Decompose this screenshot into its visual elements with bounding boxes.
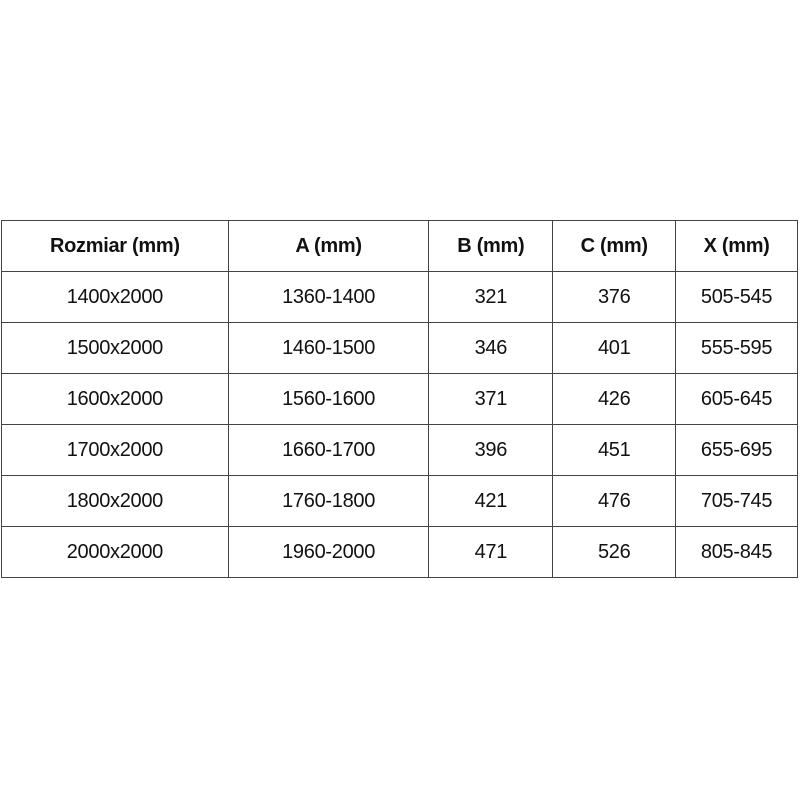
- cell-x: 555-595: [675, 322, 798, 374]
- cell-b: 421: [428, 475, 554, 527]
- cell-c: 376: [552, 271, 677, 323]
- table-row: 2000x2000 1960-2000 471 526 805-845: [1, 526, 798, 578]
- cell-a: 1960-2000: [227, 526, 430, 578]
- cell-c: 476: [552, 475, 677, 527]
- table-row: 1600x2000 1560-1600 371 426 605-645: [1, 373, 798, 425]
- cell-a: 1660-1700: [227, 424, 430, 476]
- cell-a: 1560-1600: [227, 373, 430, 425]
- cell-b: 321: [428, 271, 554, 323]
- cell-c: 526: [552, 526, 677, 578]
- cell-x: 705-745: [675, 475, 798, 527]
- cell-a: 1460-1500: [227, 322, 430, 374]
- table-row: 1700x2000 1660-1700 396 451 655-695: [1, 424, 798, 476]
- cell-b: 396: [428, 424, 554, 476]
- cell-size: 1600x2000: [1, 373, 229, 425]
- cell-x: 655-695: [675, 424, 798, 476]
- cell-a: 1760-1800: [227, 475, 430, 527]
- cell-x: 805-845: [675, 526, 798, 578]
- header-c: C (mm): [552, 220, 677, 272]
- cell-b: 371: [428, 373, 554, 425]
- cell-x: 505-545: [675, 271, 798, 323]
- cell-c: 426: [552, 373, 677, 425]
- dimensions-table: Rozmiar (mm) A (mm) B (mm) C (mm) X (mm)…: [1, 220, 798, 578]
- cell-b: 346: [428, 322, 554, 374]
- cell-a: 1360-1400: [227, 271, 430, 323]
- table-row: 1500x2000 1460-1500 346 401 555-595: [1, 322, 798, 374]
- cell-size: 1400x2000: [1, 271, 229, 323]
- header-size: Rozmiar (mm): [1, 220, 229, 272]
- cell-x: 605-645: [675, 373, 798, 425]
- cell-size: 1800x2000: [1, 475, 229, 527]
- table-row: 1800x2000 1760-1800 421 476 705-745: [1, 475, 798, 527]
- cell-c: 401: [552, 322, 677, 374]
- table-row: 1400x2000 1360-1400 321 376 505-545: [1, 271, 798, 323]
- header-row: Rozmiar (mm) A (mm) B (mm) C (mm) X (mm): [1, 220, 798, 272]
- header-b: B (mm): [428, 220, 554, 272]
- cell-c: 451: [552, 424, 677, 476]
- cell-size: 1500x2000: [1, 322, 229, 374]
- cell-size: 2000x2000: [1, 526, 229, 578]
- header-a: A (mm): [227, 220, 430, 272]
- cell-b: 471: [428, 526, 554, 578]
- header-x: X (mm): [675, 220, 798, 272]
- cell-size: 1700x2000: [1, 424, 229, 476]
